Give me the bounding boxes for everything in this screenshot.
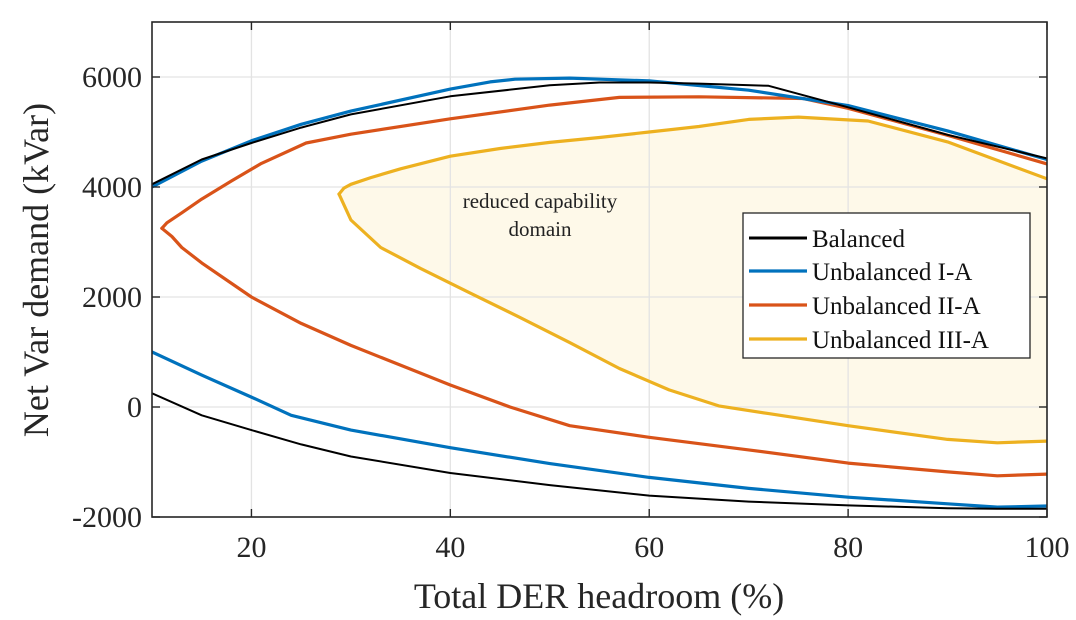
x-tick-label-80: 80 [833,531,863,564]
series-balanced [152,81,1047,510]
line-balanced-upper [152,81,1047,186]
line-unbalanced-iii-a-upper [337,115,1047,196]
series-curves [152,76,1047,510]
line-balanced-lower [152,392,1047,510]
legend-entry-unbalanced-iii-a: Unbalanced III-A [749,327,989,354]
plot-frame [151,21,1048,518]
legend-label-unbalanced-iii-a: Unbalanced III-A [812,327,989,354]
annotation-line-1: reduced capability [463,189,618,213]
y-tick-label-4000: 4000 [82,171,142,204]
x-tick-label-40: 40 [435,531,465,564]
y-tick-label-0: 0 [127,391,142,424]
legend-entry-balanced: Balanced [749,226,906,253]
series-unbalanced-iii-a [337,115,1047,445]
legend-entry-unbalanced-i-a: Unbalanced I-A [749,259,972,286]
x-tick-label-20: 20 [236,531,266,564]
line-unbalanced-iii-a-lower [337,192,1047,445]
annotation-line-2: domain [509,217,572,241]
y-tick-label-neg2000: -2000 [72,501,142,534]
x-axis-title: Total DER headroom (%) [414,576,784,616]
line-unbalanced-i-a-lower [152,350,1047,509]
x-tick-label-100: 100 [1025,531,1070,564]
y-axis-title: Net Var demand (kVar) [16,103,56,437]
x-tick-label-60: 60 [634,531,664,564]
legend-entry-unbalanced-ii-a: Unbalanced II-A [749,293,981,320]
legend-label-unbalanced-ii-a: Unbalanced II-A [812,293,981,320]
line-unbalanced-ii-a-lower [160,226,1047,478]
reduced-capability-shade [339,117,1047,443]
legend-label-balanced: Balanced [812,226,906,253]
y-tick-label-6000: 6000 [82,61,142,94]
legend: Balanced Unbalanced I-A Unbalanced II-A … [742,212,1031,359]
legend-label-unbalanced-i-a: Unbalanced I-A [812,259,972,286]
y-tick-label-2000: 2000 [82,281,142,314]
axis-ticks: 20 40 60 80 100 -2000 0 2000 4000 6000 [72,22,1070,564]
